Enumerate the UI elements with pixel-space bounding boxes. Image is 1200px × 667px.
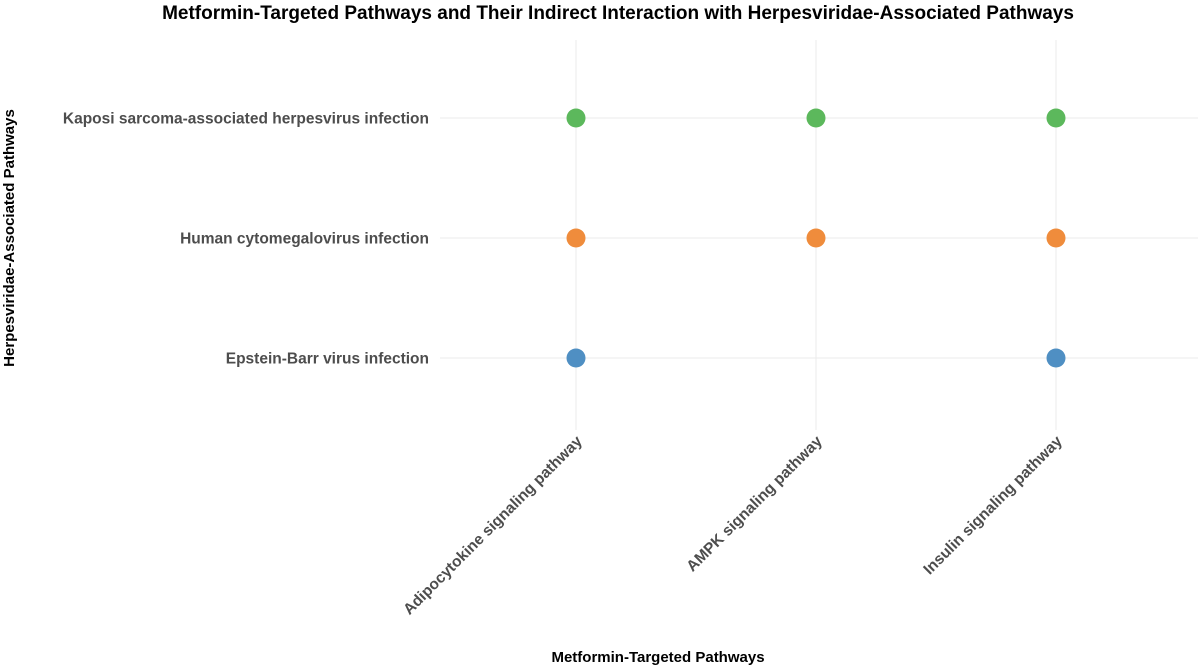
chart-title: Metformin-Targeted Pathways and Their In… — [162, 3, 1074, 24]
y-tick-label-human-cytomegalovirus-infection: Human cytomegalovirus infection — [180, 231, 429, 248]
data-point-adipocytokine-signaling-pathway-human-cytomegalovirus-infection — [566, 228, 586, 248]
x-tick-label-adipocytokine-signaling-pathway: Adipocytokine signaling pathway — [400, 433, 586, 619]
x-tick-label-insulin-signaling-pathway: Insulin signaling pathway — [920, 433, 1066, 579]
y-tick-label-epstein-barr-virus-infection: Epstein-Barr virus infection — [226, 351, 429, 368]
data-point-ampk-signaling-pathway-human-cytomegalovirus-infection — [806, 228, 826, 248]
data-point-adipocytokine-signaling-pathway-epstein-barr-virus-infection — [566, 348, 586, 368]
data-point-insulin-signaling-pathway-kaposi-sarcoma-associated-herpesvirus-infection — [1046, 108, 1066, 128]
data-point-insulin-signaling-pathway-epstein-barr-virus-infection — [1046, 348, 1066, 368]
x-axis-tick-labels: Adipocytokine signaling pathway AMPK sign… — [400, 433, 1066, 619]
y-tick-label-kaposi-sarcoma-associated-herpesvirus-infection: Kaposi sarcoma-associated herpesvirus in… — [63, 111, 429, 128]
data-point-ampk-signaling-pathway-kaposi-sarcoma-associated-herpesvirus-infection — [806, 108, 826, 128]
y-axis-title: Herpesviridae-Associated Pathways — [1, 109, 18, 367]
x-axis-title: Metformin-Targeted Pathways — [551, 649, 764, 666]
data-point-insulin-signaling-pathway-human-cytomegalovirus-infection — [1046, 228, 1066, 248]
data-point-adipocytokine-signaling-pathway-kaposi-sarcoma-associated-herpesvirus-infection — [566, 108, 586, 128]
data-points — [566, 108, 1066, 368]
y-axis-tick-labels: Kaposi sarcoma-associated herpesvirus in… — [63, 111, 429, 368]
x-tick-label-ampk-signaling-pathway: AMPK signaling pathway — [683, 433, 826, 576]
